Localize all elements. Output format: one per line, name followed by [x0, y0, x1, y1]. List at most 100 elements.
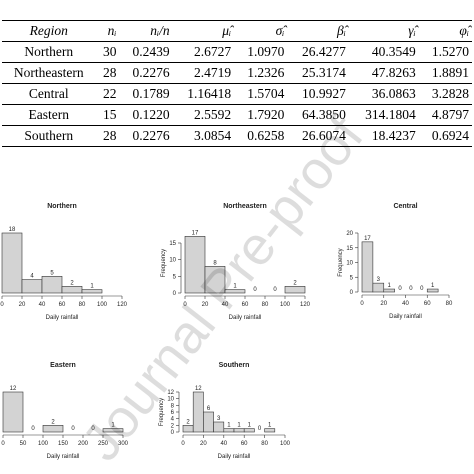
- table-cell: 25.3174: [287, 62, 349, 84]
- y-tick-label: 0: [350, 290, 354, 296]
- bar-label: 17: [192, 230, 199, 236]
- x-tick-label: 100: [280, 302, 291, 308]
- x-tick-label: 60: [424, 301, 431, 307]
- table-cell: 0.2276: [119, 125, 173, 147]
- bar: [383, 288, 395, 293]
- x-tick-label: 0: [360, 301, 364, 307]
- table-cell: 3.2828: [418, 83, 472, 105]
- bar-label: 0: [31, 426, 35, 432]
- bar: [61, 286, 83, 294]
- bar: [224, 289, 246, 294]
- table-cell: 1.7920: [234, 104, 288, 126]
- bar-label: 6: [207, 406, 211, 412]
- y-tick-label: 15: [346, 246, 353, 252]
- y-tick-label: 6: [171, 410, 175, 416]
- bar: [41, 276, 63, 294]
- x-tick-label: 250: [98, 441, 109, 447]
- y-tick-label: 20: [346, 231, 353, 237]
- chart-title: Central: [393, 203, 417, 210]
- bar: [213, 421, 225, 433]
- bar-label: 0: [258, 426, 262, 432]
- bar: [204, 266, 226, 294]
- y-tick-label: 15: [169, 241, 176, 247]
- table-cell: 47.8263: [348, 62, 419, 84]
- y-tick-label: 2: [171, 423, 175, 429]
- x-tick-label: 0: [181, 441, 185, 447]
- x-tick-label: 200: [78, 441, 89, 447]
- bar: [203, 411, 214, 433]
- bar-label: 2: [186, 419, 190, 425]
- bar-label: 0: [253, 287, 257, 293]
- x-tick-label: 40: [220, 441, 227, 447]
- x-tick-label: 80: [261, 441, 268, 447]
- x-tick-label: 0: [1, 441, 5, 447]
- bar-label: 1: [248, 423, 252, 429]
- x-tick-label: 60: [241, 441, 248, 447]
- y-tick-label: 5: [350, 275, 354, 281]
- bar: [361, 241, 374, 293]
- bar: [192, 391, 204, 433]
- chart-title: Northeastern: [223, 203, 267, 210]
- table-cell: 3.0854: [172, 125, 235, 147]
- x-tick-label: 80: [446, 301, 453, 307]
- bar-label: 5: [50, 270, 54, 276]
- bar: [81, 289, 103, 294]
- chart-title: Southern: [219, 362, 250, 369]
- x-tick-label: 100: [38, 441, 49, 447]
- x-tick-label: 40: [39, 302, 46, 308]
- table-cell: 40.3549: [348, 41, 419, 63]
- x-tick-label: 20: [200, 441, 207, 447]
- chart-title: Eastern: [50, 362, 76, 369]
- table-cell: 22: [95, 83, 120, 105]
- x-tick-label: 40: [402, 301, 409, 307]
- y-tick-label: 0: [173, 291, 177, 297]
- bar-label: 17: [364, 236, 371, 242]
- table-cell: 314.1804: [348, 104, 419, 126]
- table-cell: 0.1220: [119, 104, 173, 126]
- table-cell: 1.0970: [234, 41, 288, 63]
- table-cell: 26.6074: [287, 125, 349, 147]
- bar-label: 0: [409, 286, 413, 292]
- bar: [372, 282, 385, 293]
- table-cell: Northeastern: [2, 62, 96, 84]
- bar-label: 0: [273, 287, 277, 293]
- bar-label: 1: [111, 423, 115, 429]
- chart-title: Northern: [47, 203, 77, 210]
- x-tick-label: 150: [58, 441, 69, 447]
- x-tick-label: 20: [19, 302, 26, 308]
- bar-label: 12: [10, 386, 17, 392]
- y-tick-label: 5: [173, 274, 177, 280]
- table-row: Central 22 0.1789 1.16418 1.5704 10.9927 36.08…: [2, 83, 472, 105]
- table-cell: Eastern: [2, 104, 96, 126]
- bar: [102, 428, 124, 433]
- bar: [426, 288, 439, 293]
- header-cell: nᵢ/n: [119, 20, 173, 42]
- table-cell: 0.1789: [119, 83, 173, 105]
- table-cell: 1.8891: [418, 62, 472, 84]
- bar: [184, 236, 206, 294]
- x-tick-label: 120: [300, 302, 311, 308]
- x-tick-label: 20: [202, 302, 209, 308]
- table-cell: 28: [95, 125, 120, 147]
- bar: [284, 286, 306, 294]
- bar-label: 1: [233, 284, 237, 290]
- x-axis-label: Daily rainfall: [46, 315, 79, 321]
- bar-label: 1: [90, 284, 94, 290]
- table-cell: Central: [2, 83, 96, 105]
- y-axis-label: Frequency: [338, 248, 344, 276]
- table-row: Southern 28 0.2276 3.0854 0.6258 26.6074 18.42…: [2, 125, 472, 147]
- x-tick-label: 300: [118, 441, 129, 447]
- x-tick-label: 80: [79, 302, 86, 308]
- bar-label: 2: [293, 280, 297, 286]
- bar: [42, 425, 64, 433]
- x-tick-label: 120: [117, 302, 128, 308]
- x-tick-label: 100: [97, 302, 108, 308]
- x-tick-label: 60: [59, 302, 66, 308]
- parameter-table: Region nᵢ nᵢ/n μ̂ᵢ σ̂ᵢ β̂ᵢ γ̂ᵢ φ̂ᵢ Northern 30 0.2…: [2, 20, 472, 147]
- bar: [264, 428, 276, 433]
- table-cell: 0.6924: [418, 125, 472, 147]
- bar: [2, 391, 24, 433]
- y-tick-label: 0: [171, 430, 175, 436]
